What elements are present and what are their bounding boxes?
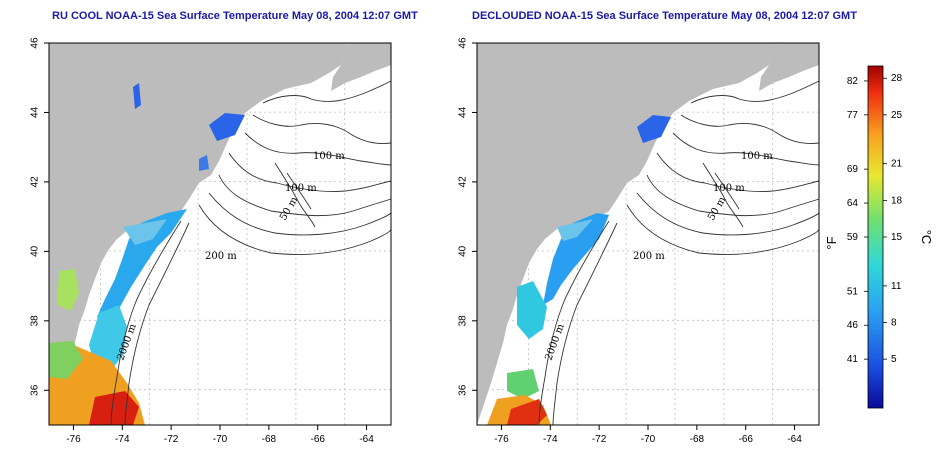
contour-label-100m-a: 100 m (313, 151, 345, 162)
fahrenheit-tick-label: 69 (847, 164, 859, 175)
fahrenheit-tick-label: 51 (847, 286, 859, 297)
lat-tick-label: 38 (30, 315, 41, 327)
sst-patch-carolina (49, 341, 83, 379)
lon-tick-label: -74 (543, 434, 558, 445)
lat-tick-label: 46 (30, 37, 41, 49)
fahrenheit-tick-label: 64 (847, 198, 859, 209)
sst-patch-shelf (543, 213, 609, 305)
sst-patch-inland (133, 83, 141, 109)
contour-label-200m: 200 m (633, 251, 665, 262)
sst-patch-gulfstream-hot (507, 399, 547, 425)
fahrenheit-tick-label: 46 (847, 320, 859, 331)
sst-patch-coastal-ma (199, 155, 209, 171)
left-map-title: RU COOL NOAA-15 Sea Surface Temperature … (52, 10, 418, 22)
sst-patch-carolina (507, 369, 539, 399)
lat-tick-label: 46 (458, 37, 469, 49)
lat-tick-label: 42 (30, 176, 41, 188)
colorbar-gradient (867, 65, 884, 409)
left-map-axes: -76 -74 -72 -70 -68 -66 -64 36 38 40 42 44 46 (30, 37, 375, 445)
celsius-tick-label: 25 (891, 110, 903, 121)
celsius-tick-label: 15 (891, 232, 903, 243)
lat-tick-label: 36 (458, 384, 469, 396)
right-map-axes: -76 -74 -72 -70 -68 -66 -64 36 38 40 42 44 46 (458, 37, 803, 445)
contour-label-100m-a: 100 m (741, 151, 773, 162)
celsius-tick-label: 18 (891, 195, 903, 206)
celsius-tick-label: 28 (891, 73, 903, 84)
contour-label-100m-b: 100 m (285, 183, 317, 194)
contour-label-100m-b: 100 m (713, 183, 745, 194)
lon-tick-label: -66 (738, 434, 753, 445)
sst-patch-chesapeake (57, 269, 79, 311)
lon-tick-label: -68 (690, 434, 705, 445)
sst-patch-li-sound (557, 219, 593, 241)
lat-tick-label: 44 (458, 106, 469, 118)
lon-tick-label: -72 (592, 434, 607, 445)
sst-patch-midatlantic (517, 281, 547, 339)
celsius-tick-label: 11 (891, 281, 902, 292)
lon-tick-label: -76 (66, 434, 81, 445)
right-map-panel: 100 m 100 m 50 m 200 m 2000 m (476, 42, 820, 426)
lat-tick-label: 42 (458, 176, 469, 188)
lon-tick-label: -70 (213, 434, 228, 445)
celsius-tick-label: 5 (891, 354, 897, 365)
lon-tick-label: -72 (164, 434, 179, 445)
right-map-title: DECLOUDED NOAA-15 Sea Surface Temperatur… (472, 10, 857, 22)
sst-patch-gulfstream-hot (89, 391, 139, 425)
celsius-unit-label: °C (919, 230, 934, 245)
left-map-panel: 100 m 100 m 50 m 200 m 2000 m (48, 42, 392, 426)
lon-tick-label: -70 (641, 434, 656, 445)
colorbar: 28 25 21 18 15 11 8 5 82 77 69 64 59 51 46 41 °F °C (824, 65, 934, 409)
sst-patch-gulf-maine (637, 115, 671, 143)
lat-tick-label: 40 (458, 245, 469, 257)
fahrenheit-tick-label: 77 (847, 110, 859, 121)
lon-tick-label: -66 (310, 434, 325, 445)
fahrenheit-tick-label: 41 (847, 354, 859, 365)
celsius-tick-label: 8 (891, 318, 897, 329)
fahrenheit-tick-label: 59 (847, 232, 859, 243)
lat-tick-label: 36 (30, 384, 41, 396)
sst-patch-shelf (97, 209, 187, 329)
fahrenheit-unit-label: °F (824, 236, 839, 249)
lat-tick-label: 40 (30, 245, 41, 257)
lat-tick-label: 38 (458, 315, 469, 327)
lon-tick-label: -76 (494, 434, 509, 445)
lon-tick-label: -68 (262, 434, 277, 445)
lon-tick-label: -74 (115, 434, 130, 445)
sst-patch-li-sound (123, 219, 167, 245)
celsius-tick-label: 21 (891, 159, 903, 170)
lon-tick-label: -64 (359, 434, 374, 445)
lon-tick-label: -64 (787, 434, 802, 445)
lat-tick-label: 44 (30, 106, 41, 118)
sst-patch-gulf-maine (209, 113, 245, 141)
fahrenheit-tick-label: 82 (847, 76, 859, 87)
contour-label-200m: 200 m (205, 251, 237, 262)
